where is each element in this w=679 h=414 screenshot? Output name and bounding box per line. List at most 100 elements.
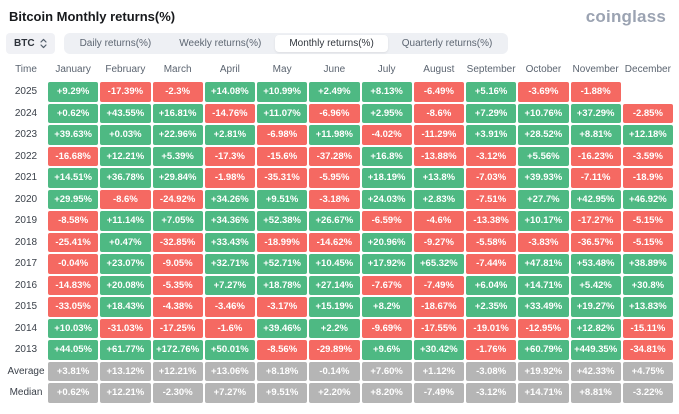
return-cell: -1.98% [204, 168, 255, 188]
return-cell: -14.62% [309, 232, 360, 252]
return-cell [623, 82, 673, 102]
table-row-average: Average +3.81% +13.12% +12.21% +13.06% +8.18%… [6, 361, 673, 381]
return-cell: +10.99% [257, 82, 308, 102]
row-label: 2016 [14, 279, 38, 291]
return-cell: +7.05% [152, 211, 203, 231]
return-cell: -2.30% [152, 383, 203, 403]
row-label: 2018 [14, 236, 38, 248]
table-header-row: Time January February March April May June July… [6, 59, 673, 79]
row-label: 2013 [14, 344, 38, 356]
row-label: 2022 [14, 150, 38, 162]
table-row-2025: 2025 +9.29% -17.39% -2.3% +14.08% +10.99% +2.4… [6, 82, 673, 102]
return-cell: +46.92% [622, 189, 673, 209]
return-cell: -6.59% [361, 211, 412, 231]
table-row-2019: 2019 -8.58% +11.14% +7.05% +34.36% +52.38% +26… [6, 211, 673, 231]
return-cell: +6.04% [466, 275, 517, 295]
table-row-2015: 2015 -33.05% +18.43% -4.38% -3.46% -3.17% +15.… [6, 297, 673, 317]
return-cell: -7.67% [361, 275, 412, 295]
return-cell: -8.6% [100, 189, 151, 209]
return-cell: +39.93% [518, 168, 569, 188]
return-cell: +19.27% [570, 297, 621, 317]
return-cell: -8.56% [257, 340, 308, 360]
return-cell: +8.18% [257, 361, 308, 381]
row-label: 2025 [14, 86, 38, 98]
return-cell: -7.11% [570, 168, 621, 188]
return-cell: -18.99% [257, 232, 308, 252]
return-cell: +9.6% [361, 340, 412, 360]
tab-daily-returns[interactable]: Daily returns(%) [66, 35, 166, 52]
return-cell: +11.98% [309, 125, 360, 145]
table-row-2013: 2013 +44.05% +61.77% +172.76% +50.01% -8.56% -… [6, 340, 673, 360]
tab-monthly-returns[interactable]: Monthly returns(%) [275, 35, 388, 52]
return-cell: +3.91% [466, 125, 517, 145]
return-cell: -3.08% [466, 361, 517, 381]
return-cell: -17.55% [413, 318, 464, 338]
return-cell: +0.03% [100, 125, 151, 145]
return-cell: +42.33% [570, 361, 621, 381]
return-cell: +2.35% [466, 297, 517, 317]
symbol-select-label: BTC [14, 38, 35, 49]
return-cell: -3.17% [257, 297, 308, 317]
return-cell: +8.81% [570, 383, 621, 403]
table-row-2021: 2021 +14.51% +36.78% +29.84% -1.98% -35.31% -5… [6, 168, 673, 188]
monthly-returns-table: Time January February March April May June July… [6, 59, 673, 403]
table-row-2016: 2016 -14.83% +20.08% -5.35% +7.27% +18.78% +27… [6, 275, 673, 295]
return-cell: -15.6% [257, 146, 308, 166]
return-cell: +12.21% [100, 146, 151, 166]
return-cell: +47.81% [518, 254, 569, 274]
return-cell: -7.49% [413, 383, 464, 403]
return-cell: +7.60% [361, 361, 412, 381]
return-cell: +18.43% [100, 297, 151, 317]
return-cell: -1.6% [204, 318, 255, 338]
return-cell: +27.7% [518, 189, 569, 209]
return-cell: +13.83% [622, 297, 673, 317]
tab-weekly-returns[interactable]: Weekly returns(%) [165, 35, 275, 52]
return-cell: +22.96% [152, 125, 203, 145]
row-label: 2017 [14, 258, 38, 270]
updown-chevron-icon [39, 38, 47, 49]
return-cell: -29.89% [309, 340, 360, 360]
return-cell: +15.19% [309, 297, 360, 317]
return-cell: +13.8% [413, 168, 464, 188]
return-cell: -11.29% [413, 125, 464, 145]
return-cell: +34.26% [204, 189, 255, 209]
table-row-2018: 2018 -25.41% +0.47% -32.85% +33.43% -18.99% -1… [6, 232, 673, 252]
return-cell: -14.83% [48, 275, 99, 295]
return-cell: +30.8% [622, 275, 673, 295]
row-label: 2023 [14, 129, 38, 141]
column-header-october: October [525, 63, 562, 75]
return-cell: +11.14% [100, 211, 151, 231]
return-cell: -6.49% [413, 82, 464, 102]
return-cell: +20.08% [100, 275, 151, 295]
coinglass-logo: coinglass [585, 7, 666, 26]
row-label: Average [7, 365, 45, 377]
return-cell: -9.69% [361, 318, 412, 338]
return-cell: -8.58% [48, 211, 99, 231]
return-cell: -4.02% [361, 125, 412, 145]
return-cell: -5.15% [622, 211, 673, 231]
return-cell: +8.13% [361, 82, 412, 102]
return-cell: +12.18% [622, 125, 673, 145]
return-cell: +53.48% [570, 254, 621, 274]
return-cell: +2.2% [309, 318, 360, 338]
return-cell: +39.46% [257, 318, 308, 338]
return-cell: +34.36% [204, 211, 255, 231]
return-cell: +172.76% [152, 340, 203, 360]
return-cell: +38.89% [622, 254, 673, 274]
return-cell: +50.01% [204, 340, 255, 360]
tab-quarterly-returns[interactable]: Quarterly returns(%) [388, 35, 507, 52]
table-row-2020: 2020 +29.95% -8.6% -24.92% +34.26% +9.51% -3.1… [6, 189, 673, 209]
return-cell: +8.20% [361, 383, 412, 403]
row-label: 2014 [14, 322, 38, 334]
return-cell: -16.68% [48, 146, 99, 166]
return-cell: -3.46% [204, 297, 255, 317]
return-cell: +17.92% [361, 254, 412, 274]
return-cell: -9.05% [152, 254, 203, 274]
return-cell: +61.77% [100, 340, 151, 360]
table-body: 2025 +9.29% -17.39% -2.3% +14.08% +10.99% +2.4… [6, 82, 673, 403]
return-cell: +7.29% [466, 103, 517, 123]
symbol-select[interactable]: BTC [6, 33, 55, 54]
return-cell: +28.52% [518, 125, 569, 145]
return-cell: +14.51% [48, 168, 99, 188]
